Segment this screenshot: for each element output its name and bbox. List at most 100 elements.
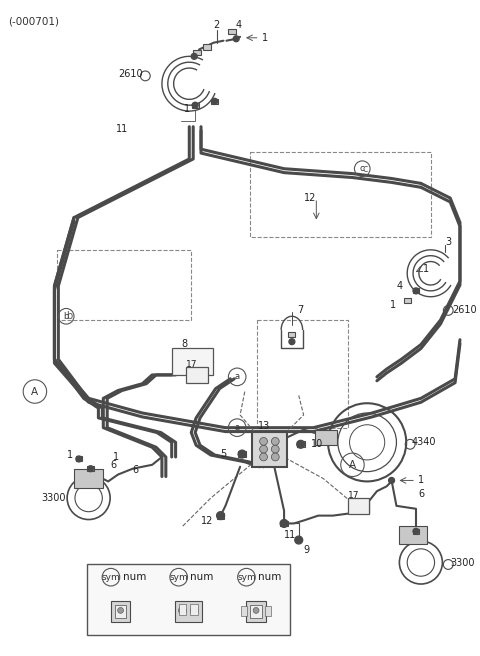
Text: num: num bbox=[191, 572, 214, 582]
Text: c: c bbox=[360, 164, 365, 173]
Bar bbox=[315, 430, 337, 445]
Bar bbox=[216, 513, 225, 518]
Text: 1: 1 bbox=[390, 300, 396, 310]
Text: 10: 10 bbox=[311, 440, 323, 449]
Bar bbox=[228, 30, 236, 34]
Text: 1: 1 bbox=[67, 450, 73, 460]
Bar bbox=[246, 601, 266, 622]
Text: 11: 11 bbox=[284, 530, 296, 540]
Text: (-000701): (-000701) bbox=[9, 16, 60, 26]
Circle shape bbox=[271, 438, 279, 445]
Circle shape bbox=[191, 53, 197, 59]
Circle shape bbox=[179, 607, 186, 614]
Text: num: num bbox=[258, 572, 282, 582]
Circle shape bbox=[289, 338, 295, 344]
Circle shape bbox=[212, 98, 217, 104]
Bar bbox=[175, 601, 202, 622]
Circle shape bbox=[88, 466, 94, 472]
Circle shape bbox=[389, 478, 395, 483]
Text: 2: 2 bbox=[214, 20, 220, 30]
Bar bbox=[238, 451, 246, 457]
Text: 4: 4 bbox=[235, 20, 241, 30]
Text: 1: 1 bbox=[423, 264, 429, 274]
Text: 3: 3 bbox=[445, 237, 451, 247]
Bar bbox=[399, 526, 427, 544]
Text: 4340: 4340 bbox=[411, 438, 436, 447]
Text: 4: 4 bbox=[396, 281, 403, 291]
Text: num: num bbox=[123, 572, 146, 582]
Text: 5: 5 bbox=[220, 449, 227, 459]
Text: A: A bbox=[31, 386, 38, 396]
Text: sym: sym bbox=[102, 573, 120, 582]
Circle shape bbox=[118, 607, 123, 613]
Circle shape bbox=[297, 440, 305, 448]
Circle shape bbox=[413, 528, 419, 534]
Bar bbox=[252, 432, 287, 467]
Text: 11: 11 bbox=[116, 123, 128, 134]
Text: 1: 1 bbox=[113, 452, 119, 462]
Circle shape bbox=[76, 456, 82, 462]
Bar bbox=[74, 469, 103, 488]
Bar bbox=[76, 457, 82, 461]
Text: 7: 7 bbox=[297, 306, 303, 316]
Text: A: A bbox=[349, 460, 356, 470]
Text: 9: 9 bbox=[304, 545, 310, 555]
Bar bbox=[413, 529, 420, 534]
Bar bbox=[297, 441, 305, 447]
Text: 6: 6 bbox=[418, 489, 424, 499]
Text: b: b bbox=[63, 312, 69, 321]
Text: 12: 12 bbox=[201, 516, 214, 525]
Text: 1: 1 bbox=[262, 33, 268, 43]
Bar bbox=[241, 607, 247, 616]
Circle shape bbox=[216, 512, 225, 520]
Circle shape bbox=[260, 438, 267, 445]
Bar bbox=[190, 604, 198, 615]
Text: 17: 17 bbox=[348, 491, 359, 500]
Text: 6: 6 bbox=[132, 464, 139, 475]
Bar bbox=[203, 44, 211, 49]
Text: a: a bbox=[235, 423, 240, 432]
Text: 13: 13 bbox=[258, 420, 270, 431]
Text: c: c bbox=[362, 164, 368, 174]
Bar bbox=[288, 333, 295, 337]
Circle shape bbox=[260, 453, 267, 461]
Text: 2610: 2610 bbox=[452, 306, 477, 316]
Text: 2610: 2610 bbox=[118, 69, 143, 79]
Bar bbox=[413, 289, 420, 293]
Circle shape bbox=[413, 288, 419, 294]
Bar bbox=[192, 103, 199, 108]
Circle shape bbox=[253, 607, 259, 613]
Text: sym: sym bbox=[169, 573, 188, 582]
Text: 3300: 3300 bbox=[450, 558, 475, 567]
Bar bbox=[404, 298, 410, 303]
Bar bbox=[193, 49, 201, 55]
Bar bbox=[87, 564, 290, 635]
Text: 17: 17 bbox=[186, 359, 198, 369]
Bar bbox=[280, 520, 288, 526]
Circle shape bbox=[295, 536, 303, 544]
Bar bbox=[87, 466, 94, 471]
Text: 6: 6 bbox=[110, 460, 116, 470]
Bar bbox=[265, 607, 271, 616]
Circle shape bbox=[192, 102, 198, 108]
Bar bbox=[179, 604, 186, 615]
Text: sym: sym bbox=[237, 573, 256, 582]
Circle shape bbox=[271, 445, 279, 453]
Circle shape bbox=[271, 453, 279, 461]
Circle shape bbox=[260, 445, 267, 453]
Circle shape bbox=[190, 607, 198, 614]
Text: 1: 1 bbox=[418, 476, 424, 485]
Bar bbox=[111, 601, 131, 622]
Circle shape bbox=[233, 36, 239, 42]
Text: 3300: 3300 bbox=[42, 493, 66, 503]
Bar bbox=[250, 605, 262, 618]
Bar bbox=[172, 348, 213, 375]
Bar bbox=[211, 99, 218, 104]
Bar bbox=[115, 605, 126, 618]
Bar bbox=[186, 367, 208, 382]
Circle shape bbox=[238, 450, 246, 458]
Bar bbox=[348, 498, 369, 514]
Circle shape bbox=[280, 520, 288, 527]
Text: 12: 12 bbox=[304, 193, 316, 203]
Text: a: a bbox=[235, 373, 240, 381]
